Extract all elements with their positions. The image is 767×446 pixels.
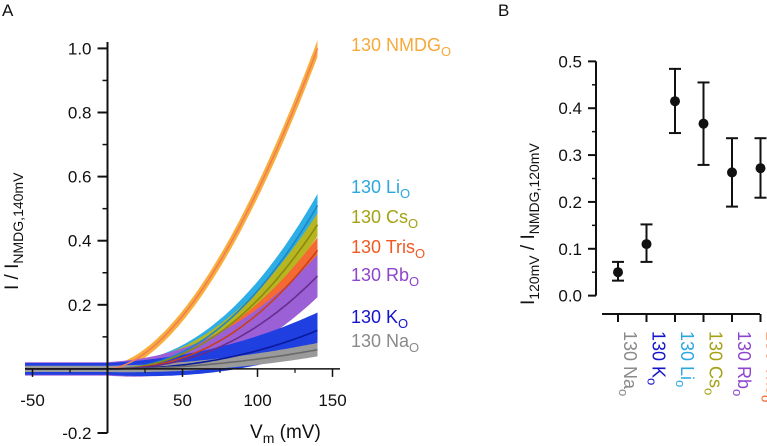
- category-label: 130 Lio: [673, 331, 697, 387]
- panel-a-xlabel: Vm (mV): [250, 422, 321, 446]
- panel-b-ytick-label: 0.4: [558, 99, 582, 118]
- category-label: 130 Cso: [702, 331, 726, 395]
- data-point: [613, 267, 623, 278]
- panel-a-ytick-label: 0.8: [68, 104, 92, 123]
- panel-b-ytick-label: 0.1: [558, 240, 582, 259]
- category-label: 130 Rbo: [730, 331, 754, 396]
- series-label-rb: 130 RbO: [351, 265, 419, 289]
- panel-a-ytick-label: 1.0: [68, 39, 92, 58]
- series-label-k: 130 KO: [351, 307, 408, 331]
- category-label: 130 Triso: [759, 331, 767, 402]
- panel-a-xtick-label: 50: [173, 391, 192, 410]
- category-label: 130 Ko: [645, 331, 669, 385]
- data-point: [670, 96, 680, 107]
- panel-b-ytick-label: 0.5: [558, 52, 582, 71]
- panel-b-axes: 0.0 0.1 0.2 0.3 0.4 0.5: [558, 52, 762, 322]
- panel-b-letter: B: [498, 1, 509, 20]
- band-li: [25, 193, 318, 374]
- panel-a-letter: A: [2, 1, 14, 20]
- data-point: [755, 163, 766, 174]
- panel-a-ytick-label: 0.2: [68, 296, 92, 315]
- panel-a-axes: -0.2 0.2 0.4 0.6 0.8 1.0 -50 50 100 150: [20, 39, 346, 443]
- panel-b-points: [612, 67, 767, 282]
- panel-a-xtick-label: 150: [318, 391, 346, 410]
- panel-a-ytick-label: 0.6: [68, 168, 92, 187]
- band-tris: [25, 237, 318, 374]
- data-point: [698, 118, 709, 129]
- panel-a-series-labels: 130 NMDGO 130 LiO 130 CsO 130 TrisO 130 RbO 1…: [351, 35, 451, 355]
- series-label-li: 130 LiO: [351, 177, 410, 201]
- band-cs: [25, 213, 318, 374]
- series-label-tris: 130 TrisO: [351, 237, 425, 261]
- data-point: [727, 167, 737, 178]
- panel-a-ytick-label: 0.4: [68, 232, 92, 251]
- series-label-cs: 130 CsO: [351, 207, 418, 231]
- panel-b-ytick-label: 0.0: [558, 287, 582, 306]
- panel-a-ytick-label: -0.2: [62, 424, 91, 443]
- category-label: 130 Nao: [616, 331, 640, 396]
- panel-a: A -0.2 0.2 0.4 0.6 0.8 1.0 -50 50 100 150 130 NMD…: [2, 1, 451, 446]
- panel-a-ylabel: I / INMDG,140mV: [2, 172, 26, 290]
- panel-a-xtick-label: -50: [20, 391, 45, 410]
- panel-b-ylabel: I120mV / INMDG,120mV: [518, 143, 542, 305]
- data-point: [641, 239, 652, 250]
- band-na: [25, 342, 318, 373]
- panel-a-bands: [25, 40, 318, 377]
- series-label-nmdg: 130 NMDGO: [351, 35, 451, 59]
- panel-b-ytick-label: 0.3: [558, 146, 582, 165]
- panel-a-xtick-label: 100: [243, 391, 271, 410]
- panel-b-ytick-label: 0.2: [558, 193, 582, 212]
- series-label-na: 130 NaO: [351, 331, 419, 355]
